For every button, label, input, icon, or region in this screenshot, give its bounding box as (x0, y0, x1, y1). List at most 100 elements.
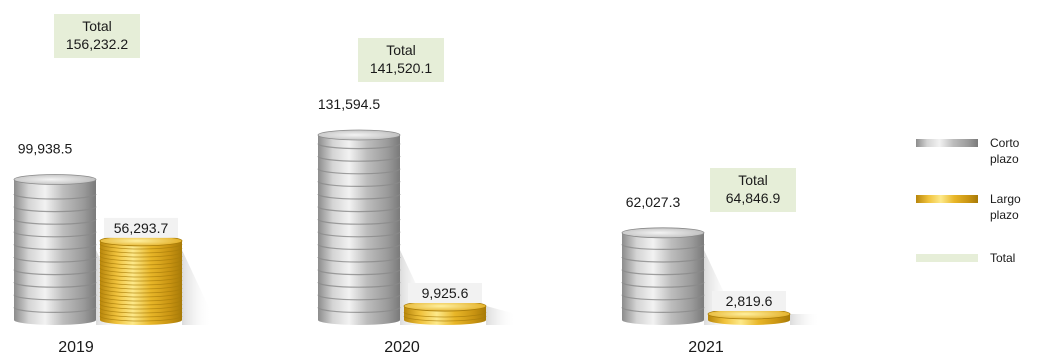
bar-largo-plazo-2019-coin-edge (99, 283, 183, 290)
bar-corto-plazo-2021-coin-edge (621, 281, 705, 288)
x-tick-label-2019: 2019 (58, 339, 94, 356)
bar-largo-plazo-2019-coin-edge (99, 291, 183, 298)
bar-largo-plazo-2020-coin-edge (403, 315, 487, 322)
total-box-2020 (358, 38, 444, 82)
legend-label-line2: plazo (990, 152, 1019, 166)
legend-label-line1: Corto (990, 136, 1020, 150)
bar-largo-plazo-2021 (707, 308, 791, 325)
legend-swatch (916, 195, 978, 203)
bar-largo-plazo-2019-coin-edge (99, 243, 183, 250)
bar-corto-plazo-2020-coin-edge (317, 256, 401, 263)
bar-largo-plazo-2019-coin-edge (99, 295, 183, 302)
bar-corto-plazo-2020-coin-edge (317, 181, 401, 187)
total-box-2019 (54, 14, 140, 58)
bar-corto-plazo-2021 (621, 227, 705, 325)
data-label-largo-plazo-2020: 9,925.6 (422, 285, 469, 301)
bar-largo-plazo-2019 (99, 235, 183, 325)
bar-largo-plazo-2019-coin-edge (99, 279, 183, 286)
bar-corto-plazo-2019-coin-edge (13, 231, 97, 238)
legend-item-0: Corto plazo (916, 136, 1020, 166)
bar-corto-plazo-2020-coin-edge (317, 244, 401, 250)
bar-largo-plazo-2019-coin-edge (99, 271, 183, 278)
bar-largo-plazo-2019-coin-edge (99, 275, 183, 282)
bar-largo-plazo-2019-coin-edge (99, 255, 183, 262)
bar-largo-plazo-2020 (403, 300, 487, 325)
total-value-2020: 141,520.1 (370, 60, 432, 76)
bar-corto-plazo-2019-coin-edge (13, 206, 97, 213)
legend-swatch (916, 254, 978, 262)
total-box-2021 (710, 168, 796, 212)
bar-largo-plazo-2019-body (100, 240, 182, 325)
bar-largo-plazo-2019-coin-edge (99, 259, 183, 266)
data-label-corto-plazo-2020: 131,594.5 (318, 96, 380, 112)
bar-corto-plazo-2020-coin-edge (317, 269, 401, 276)
bar-largo-plazo-2019-coin-edge (99, 247, 183, 254)
bar-corto-plazo-2020-coin-edge (317, 193, 401, 200)
bar-corto-plazo-2019-top (13, 174, 97, 185)
legend-label-line2: plazo (990, 208, 1019, 222)
bar-corto-plazo-2021-coin-edge (621, 256, 705, 263)
bar-largo-plazo-2019-coin-edge (99, 303, 183, 310)
legend-item-1: Largo plazo (916, 192, 1021, 222)
bar-corto-plazo-2020-coin-edge (317, 218, 401, 225)
bar-largo-plazo-2020-coin-edge (403, 311, 487, 318)
data-label-bg-largo-plazo-2019 (104, 217, 178, 238)
bar-corto-plazo-2020-coin-edge (317, 206, 401, 213)
legend-label-line1: Largo (990, 192, 1021, 206)
total-caption-2021: Total (738, 172, 768, 188)
data-label-bg-largo-plazo-2021 (712, 291, 786, 311)
bar-largo-plazo-2019-coin-edge (99, 287, 183, 294)
bar-largo-plazo-2019-coin-edge (99, 251, 183, 258)
bar-corto-plazo-2021-body (622, 232, 704, 325)
bar-largo-plazo-2019-coin-edge (99, 267, 183, 274)
bar-corto-plazo-2019-coin-edge (13, 307, 97, 313)
bar-largo-plazo-2019-shadow (182, 250, 212, 325)
bar-corto-plazo-2019-coin-edge (13, 218, 97, 225)
bar-corto-plazo-2020-coin-edge (317, 307, 401, 313)
data-label-largo-plazo-2019: 56,293.7 (114, 220, 169, 236)
data-label-corto-plazo-2021: 62,027.3 (626, 194, 681, 210)
bar-largo-plazo-2019-coin-edge (99, 315, 183, 322)
bar-largo-plazo-2019-coin-edge (99, 263, 183, 270)
bar-corto-plazo-2020-coin-edge (317, 155, 401, 162)
legend-label-line1: Total (990, 251, 1015, 265)
bar-corto-plazo-2021-coin-edge (621, 244, 705, 250)
bar-corto-plazo-2019-coin-edge (13, 269, 97, 276)
bar-largo-plazo-2021-shadow (790, 314, 820, 325)
bar-corto-plazo-2021-coin-edge (621, 269, 705, 276)
bar-corto-plazo-2020-coin-edge (317, 294, 401, 301)
bar-corto-plazo-2019-coin-edge (13, 193, 97, 200)
bar-corto-plazo-2020-coin-edge (317, 143, 401, 150)
bar-corto-plazo-2021-coin-edge (621, 307, 705, 313)
bar-corto-plazo-2020-body (318, 135, 400, 325)
legend-item-2: Total (916, 251, 1015, 265)
x-tick-label-2021: 2021 (688, 339, 724, 356)
bar-largo-plazo-2019-coin-edge (99, 307, 183, 314)
bar-largo-plazo-2019-coin-edge (99, 311, 183, 318)
legend-swatch (916, 139, 978, 147)
bar-corto-plazo-2019-coin-edge (13, 281, 97, 288)
bar-corto-plazo-2019-coin-edge (13, 294, 97, 301)
bar-largo-plazo-2019-coin-edge (99, 299, 183, 306)
bar-corto-plazo-2019 (13, 174, 97, 325)
bar-corto-plazo-2020-coin-edge (317, 281, 401, 288)
bar-corto-plazo-2019-coin-edge (13, 244, 97, 250)
bar-largo-plazo-2020-shadow (486, 306, 516, 325)
bar-corto-plazo-2021-top (621, 227, 705, 239)
total-caption-2019: Total (82, 18, 112, 34)
total-caption-2020: Total (386, 42, 416, 58)
bar-corto-plazo-2020-coin-edge (317, 231, 401, 238)
data-label-bg-largo-plazo-2020 (408, 283, 482, 304)
data-label-largo-plazo-2021: 2,819.6 (726, 293, 773, 309)
bar-corto-plazo-2020 (317, 129, 401, 325)
data-label-corto-plazo-2019: 99,938.5 (18, 141, 73, 157)
total-value-2021: 64,846.9 (726, 190, 781, 206)
total-value-2019: 156,232.2 (66, 36, 128, 52)
bar-corto-plazo-2019-body (14, 179, 96, 325)
bar-corto-plazo-2020-top (317, 129, 401, 141)
bar-corto-plazo-2021-coin-edge (621, 294, 705, 301)
bar-corto-plazo-2019-coin-edge (13, 256, 97, 263)
x-tick-label-2020: 2020 (384, 339, 420, 356)
bar-corto-plazo-2020-coin-edge (317, 168, 401, 175)
